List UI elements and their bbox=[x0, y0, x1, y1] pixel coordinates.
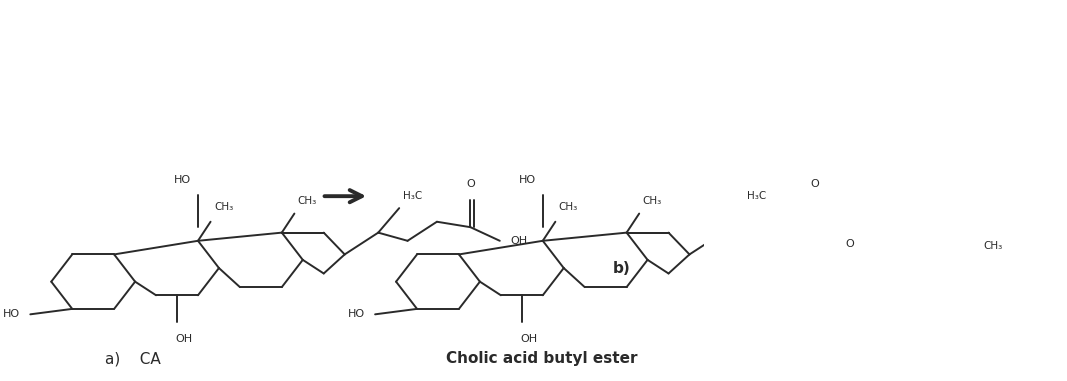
Text: CH₃: CH₃ bbox=[559, 202, 578, 212]
Text: HO: HO bbox=[348, 309, 365, 319]
Text: CH₃: CH₃ bbox=[214, 202, 234, 212]
Text: Cholic acid butyl ester: Cholic acid butyl ester bbox=[446, 351, 637, 366]
Text: CH₃: CH₃ bbox=[642, 196, 662, 206]
Text: H₃C: H₃C bbox=[747, 190, 766, 200]
Text: OH: OH bbox=[175, 334, 192, 344]
Text: O: O bbox=[845, 239, 854, 248]
Text: HO: HO bbox=[3, 309, 20, 319]
Text: OH: OH bbox=[510, 236, 527, 246]
Text: CH₃: CH₃ bbox=[298, 196, 317, 206]
Text: O: O bbox=[466, 179, 475, 189]
Text: b): b) bbox=[612, 261, 631, 275]
Text: a)    CA: a) CA bbox=[106, 351, 161, 366]
Text: HO: HO bbox=[519, 175, 536, 185]
Text: O: O bbox=[811, 179, 819, 189]
Text: H₃C: H₃C bbox=[402, 190, 421, 200]
Text: CH₃: CH₃ bbox=[984, 241, 1003, 251]
Text: OH: OH bbox=[520, 334, 537, 344]
Text: HO: HO bbox=[174, 175, 191, 185]
